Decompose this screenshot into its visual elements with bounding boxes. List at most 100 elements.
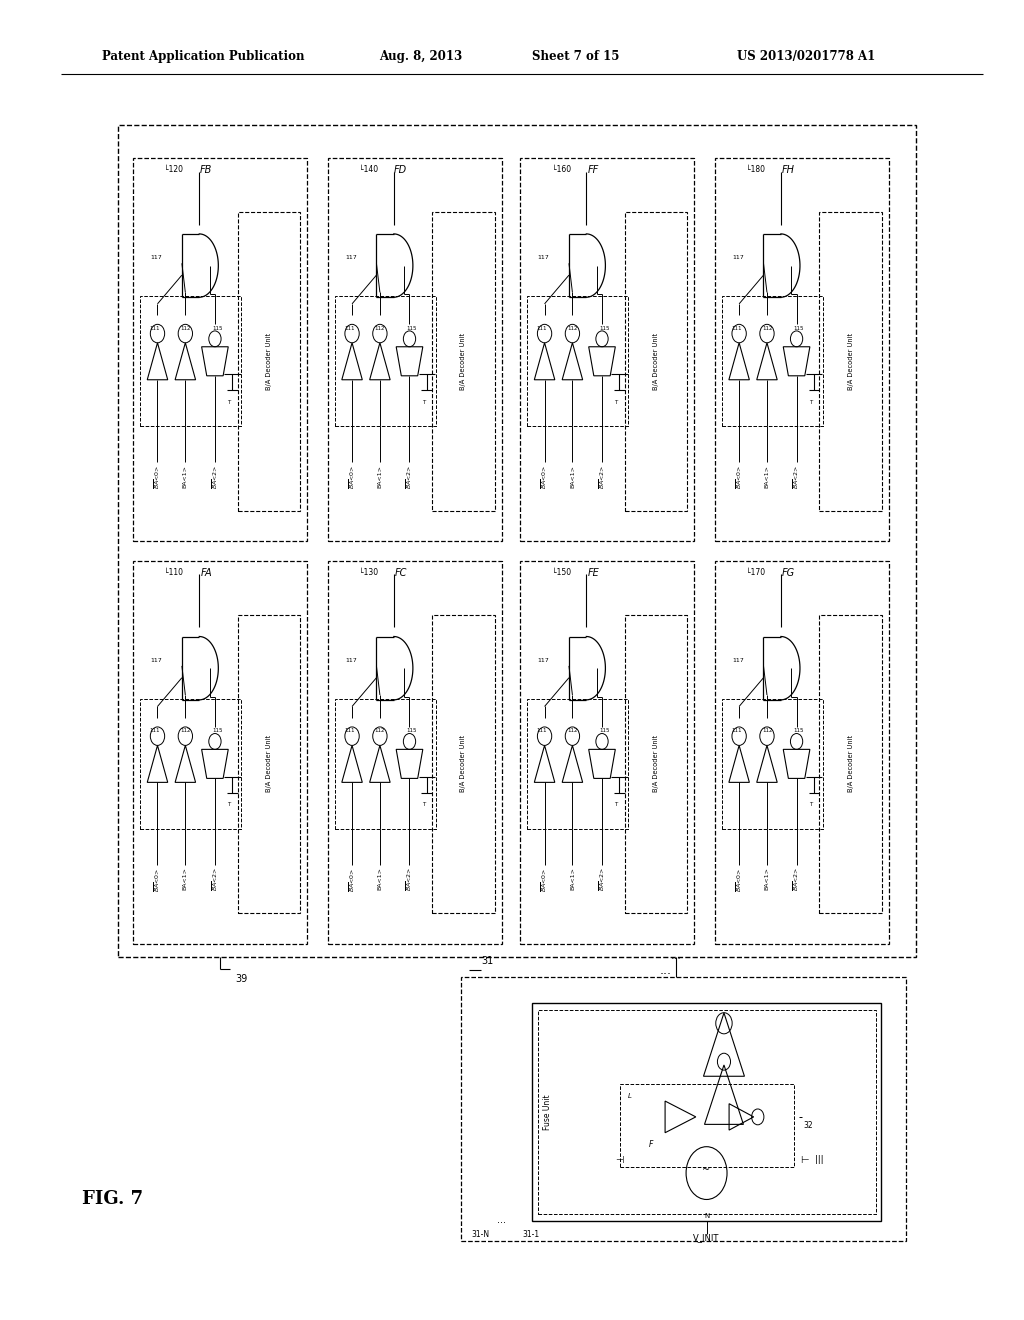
Text: BA<1>: BA<1> <box>765 465 769 487</box>
Bar <box>432 213 495 511</box>
Text: $\overline{BA}$<2>: $\overline{BA}$<2> <box>597 867 607 891</box>
Text: 112: 112 <box>762 326 772 330</box>
Text: $\overline{BA}$<2>: $\overline{BA}$<2> <box>792 465 802 488</box>
Text: └110: └110 <box>165 568 183 577</box>
Bar <box>133 158 307 541</box>
Text: 117: 117 <box>732 255 743 260</box>
Text: 112: 112 <box>180 326 190 330</box>
Text: ⊣: ⊣ <box>615 1155 624 1164</box>
Text: Aug. 8, 2013: Aug. 8, 2013 <box>379 50 462 63</box>
Bar <box>620 1084 794 1167</box>
Text: FB: FB <box>200 165 212 176</box>
Bar <box>335 698 435 829</box>
Bar <box>819 615 882 913</box>
Text: $\overline{BA}$<0>: $\overline{BA}$<0> <box>347 465 356 488</box>
Text: └170: └170 <box>746 568 765 577</box>
Bar <box>140 698 241 829</box>
Text: 111: 111 <box>344 729 354 733</box>
Text: FIG. 7: FIG. 7 <box>82 1189 143 1208</box>
Bar <box>461 977 906 1241</box>
Text: F: F <box>648 1140 653 1150</box>
Text: Fuse Unit: Fuse Unit <box>544 1094 552 1130</box>
Bar <box>140 296 241 426</box>
Bar <box>335 296 435 426</box>
Text: Sheet 7 of 15: Sheet 7 of 15 <box>532 50 620 63</box>
Text: BA<1>: BA<1> <box>570 465 574 487</box>
Text: 115: 115 <box>407 729 417 733</box>
Text: $\overline{BA}$<2>: $\overline{BA}$<2> <box>404 465 415 488</box>
Text: 111: 111 <box>150 729 160 733</box>
Bar <box>722 698 822 829</box>
Text: └180: └180 <box>746 165 765 174</box>
Text: 39: 39 <box>236 974 248 985</box>
Text: B/A Decoder Unit: B/A Decoder Unit <box>461 735 467 792</box>
Bar <box>538 1010 876 1214</box>
Text: 112: 112 <box>762 729 772 733</box>
Text: BA<1>: BA<1> <box>765 867 769 890</box>
Bar <box>328 561 502 944</box>
Text: T: T <box>422 803 425 807</box>
Text: L: L <box>628 1093 632 1100</box>
Bar <box>527 296 628 426</box>
Bar <box>520 158 694 541</box>
Bar <box>532 1003 881 1221</box>
Text: B/A Decoder Unit: B/A Decoder Unit <box>653 735 659 792</box>
Text: 111: 111 <box>731 729 741 733</box>
Text: $\overline{BA}$<2>: $\overline{BA}$<2> <box>792 867 802 891</box>
Bar <box>625 213 687 511</box>
Text: 111: 111 <box>537 326 547 330</box>
Text: ...: ... <box>659 964 672 977</box>
Text: └140: └140 <box>359 165 378 174</box>
Text: 117: 117 <box>538 657 549 663</box>
Text: $\overline{BA}$<2>: $\overline{BA}$<2> <box>597 465 607 488</box>
Text: 111: 111 <box>731 326 741 330</box>
Bar <box>625 615 687 913</box>
Text: 31-1: 31-1 <box>522 1230 540 1239</box>
Text: $\overline{BA}$<0>: $\overline{BA}$<0> <box>734 465 743 488</box>
Bar <box>238 615 300 913</box>
Text: BA<1>: BA<1> <box>183 867 187 890</box>
Text: $\overline{BA}$<2>: $\overline{BA}$<2> <box>210 867 220 891</box>
Text: Patent Application Publication: Patent Application Publication <box>102 50 305 63</box>
Text: 112: 112 <box>375 729 385 733</box>
Text: 111: 111 <box>150 326 160 330</box>
Bar <box>238 213 300 511</box>
Text: B/A Decoder Unit: B/A Decoder Unit <box>848 735 854 792</box>
Text: |||: ||| <box>815 1155 823 1164</box>
Text: US 2013/0201778 A1: US 2013/0201778 A1 <box>737 50 876 63</box>
Text: ...: ... <box>671 950 681 961</box>
Text: B/A Decoder Unit: B/A Decoder Unit <box>266 333 272 389</box>
Text: 115: 115 <box>212 326 222 330</box>
Text: FE: FE <box>588 568 599 578</box>
Text: 115: 115 <box>407 326 417 330</box>
Text: ⊢: ⊢ <box>800 1155 808 1164</box>
Text: └120: └120 <box>165 165 183 174</box>
Text: N: N <box>703 1213 710 1218</box>
Text: FF: FF <box>588 165 599 176</box>
Bar <box>527 698 628 829</box>
Text: └130: └130 <box>359 568 378 577</box>
Text: V_INIT: V_INIT <box>693 1233 720 1242</box>
Text: FA: FA <box>201 568 212 578</box>
Text: 111: 111 <box>537 729 547 733</box>
Bar <box>133 561 307 944</box>
Text: 112: 112 <box>567 326 578 330</box>
Text: B/A Decoder Unit: B/A Decoder Unit <box>848 333 854 389</box>
Text: 31-N: 31-N <box>471 1230 489 1239</box>
Text: ...: ... <box>498 1214 506 1225</box>
Text: FG: FG <box>781 568 795 578</box>
Bar <box>722 296 822 426</box>
Text: 115: 115 <box>794 326 804 330</box>
Bar <box>328 158 502 541</box>
Text: └160: └160 <box>552 165 570 174</box>
Text: FC: FC <box>394 568 407 578</box>
Bar <box>432 615 495 913</box>
Text: 115: 115 <box>794 729 804 733</box>
Text: B/A Decoder Unit: B/A Decoder Unit <box>653 333 659 389</box>
Text: 112: 112 <box>567 729 578 733</box>
Text: $\overline{BA}$<0>: $\overline{BA}$<0> <box>540 867 549 891</box>
Text: BA<1>: BA<1> <box>570 867 574 890</box>
Text: ~: ~ <box>702 1166 711 1175</box>
Text: T: T <box>227 803 230 807</box>
Text: $\overline{BA}$<0>: $\overline{BA}$<0> <box>347 867 356 891</box>
